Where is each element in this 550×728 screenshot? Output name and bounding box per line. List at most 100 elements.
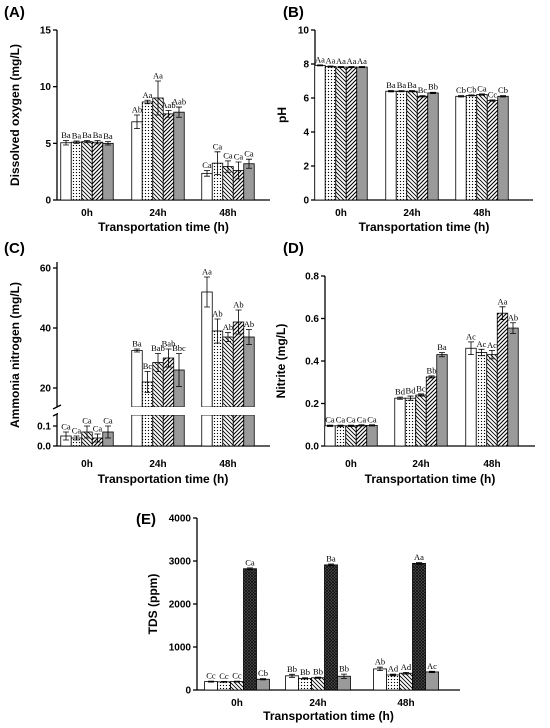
bar [334, 425, 347, 447]
error-bar [377, 666, 383, 672]
bar [243, 568, 257, 691]
y-tick-label: 4 [303, 128, 309, 139]
y-tick-label: 0 [45, 196, 51, 207]
x-tick-label: 24h [309, 698, 326, 709]
y-tick-label: 0 [185, 686, 191, 697]
error-bar [246, 158, 252, 169]
bar [425, 376, 438, 447]
bar-lower [232, 414, 245, 447]
bar [222, 336, 234, 408]
significance-label: Bd [406, 386, 417, 396]
x-tick-label: 24h [412, 459, 429, 470]
significance-label: Bb [428, 82, 438, 92]
significance-label: Ba [93, 130, 103, 140]
significance-label: Ab [233, 300, 243, 310]
x-tick-label: 48h [397, 698, 414, 709]
significance-label: Cc [232, 671, 242, 681]
bar [131, 121, 143, 201]
error-bar [105, 425, 111, 439]
bar [496, 312, 509, 447]
significance-label: Ba [326, 554, 336, 564]
error-bar [327, 65, 334, 68]
x-tick-label: 24h [149, 459, 166, 470]
significance-label: Bab [151, 343, 165, 353]
significance-label: Ba [82, 130, 92, 140]
error-bar [221, 681, 227, 683]
y-tick-label: 3000 [169, 557, 192, 568]
y-tick-label: 0.8 [305, 272, 319, 283]
significance-label: Ba [397, 80, 407, 90]
panel-e: 0 1000 2000 3000 4000 0h 24h 48h Cc Bb Ab Cc Bb Ad Cc B… [136, 511, 460, 723]
significance-label: Ca [82, 416, 92, 426]
significance-label: Ca [202, 160, 212, 170]
significance-label: Ca [336, 415, 346, 425]
error-bar [407, 395, 414, 401]
error-bar [235, 309, 242, 335]
y-tick-label: 0 [303, 196, 309, 207]
significance-label: Cc [488, 89, 498, 99]
significance-label: Bb [313, 667, 323, 677]
x-axis-title: Transportation time (h) [98, 220, 229, 234]
bar [436, 354, 448, 447]
error-bar [176, 106, 182, 118]
error-bar [390, 673, 396, 677]
error-bar [214, 151, 221, 175]
error-bar [155, 80, 161, 116]
bar [345, 66, 358, 201]
bar [232, 321, 245, 408]
significance-label: Aa [357, 56, 367, 66]
significance-label: Ca [234, 152, 244, 162]
error-bar [94, 140, 101, 145]
error-bar [500, 95, 506, 98]
bar [204, 681, 218, 691]
bar-lower [162, 414, 175, 447]
y-tick-label: 15 [40, 26, 52, 37]
error-bar [397, 396, 403, 400]
significance-label: Ca [103, 416, 113, 426]
error-bar [328, 563, 334, 567]
bar [314, 64, 326, 201]
error-bar [348, 424, 354, 427]
bar [324, 66, 337, 201]
y-tick-label: 20 [40, 384, 52, 395]
bar [285, 675, 299, 691]
error-bar [63, 431, 69, 441]
significance-label: Aa [414, 552, 424, 562]
axis-break-gap [58, 407, 271, 415]
x-axis-title: Transportation time (h) [365, 472, 496, 486]
significance-label: Ca [72, 426, 82, 436]
error-bar [348, 66, 355, 68]
bar [60, 142, 72, 201]
significance-label: Bb [300, 667, 310, 677]
significance-label: Ba [103, 131, 113, 141]
bar [427, 92, 439, 201]
significance-label: Ca [244, 149, 254, 159]
x-tick-label: 0h [81, 208, 93, 219]
panel-b: 0 2 4 6 8 10 0h 24h 48h Aa Ba Cb Aa Ba Cb Aa Ba Ca Aa Bc Cc A… [275, 4, 533, 234]
bar [395, 90, 408, 201]
bar [81, 141, 93, 201]
significance-label: Aa [347, 56, 357, 66]
error-bar [409, 90, 415, 93]
error-bar [428, 375, 435, 379]
significance-label: Cc [219, 671, 229, 681]
significance-label: Ba [72, 131, 82, 141]
significance-label: Ca [93, 424, 103, 434]
bar-lower [222, 414, 234, 447]
error-bar [479, 93, 485, 96]
significance-label: Ac [487, 340, 497, 350]
x-tick-label: 24h [403, 208, 420, 219]
bar [217, 681, 231, 691]
significance-label: Bb [427, 365, 437, 375]
y-axis-title: Dissolved oxygen (mg/L) [8, 44, 22, 186]
panel-d: 0.0 0.2 0.4 0.6 0.8 0h 24h 48h Ca Bd Ac Ca Bd Ac Ca Bc A… [274, 240, 535, 486]
error-bar [289, 673, 295, 678]
panel-letter: (A) [4, 4, 25, 21]
error-bar [369, 424, 375, 427]
bar [256, 678, 270, 691]
x-tick-label: 0h [81, 459, 93, 470]
error-bar [144, 99, 151, 105]
significance-label: Ac [477, 339, 487, 349]
bar [91, 141, 104, 201]
error-bar [416, 562, 422, 565]
